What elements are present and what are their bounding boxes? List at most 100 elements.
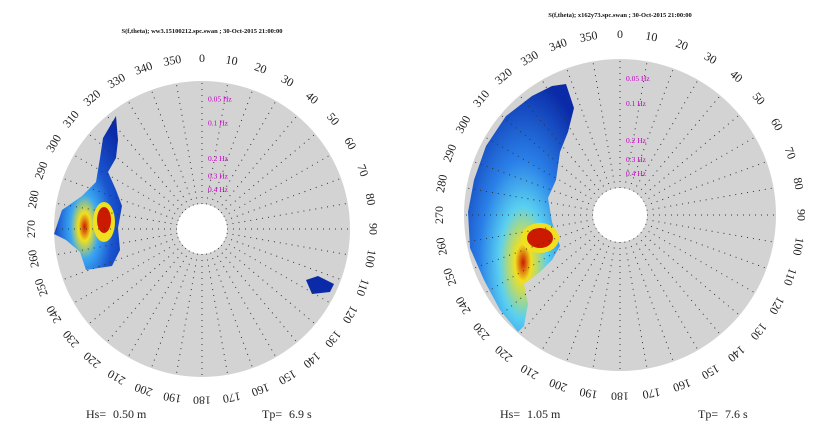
ring-label: 0.4 Hz — [626, 169, 647, 178]
grid-spoke — [175, 83, 199, 205]
angle-tick-label: 260 — [25, 249, 42, 269]
angle-tick-label: 80 — [363, 192, 379, 206]
grid-spoke — [127, 100, 190, 208]
angle-tick-label: 40 — [303, 89, 321, 107]
angle-tick-label: 210 — [518, 361, 541, 382]
angle-tick-label: 20 — [674, 36, 690, 53]
energy-region — [54, 116, 334, 294]
angle-tick-label: 230 — [60, 328, 82, 351]
angle-tick-label: 110 — [781, 266, 800, 287]
grid-spoke — [217, 115, 298, 211]
angle-tick-label: 160 — [671, 376, 693, 395]
angle-tick-label: 50 — [750, 89, 768, 107]
spectrum-panel-right: S(f,theta); x162y73.spc.swan ; 30-Oct-20… — [432, 12, 809, 421]
ring-label: 0.3 Hz — [626, 155, 647, 164]
angle-tick-label: 250 — [440, 266, 459, 288]
angle-tick-label: 240 — [452, 294, 473, 317]
angle-tick-label: 250 — [31, 277, 50, 299]
angle-tick-label: 20 — [253, 59, 269, 76]
grid-spoke — [214, 250, 277, 358]
angle-tick-label: 260 — [433, 236, 450, 256]
grid-spoke — [223, 154, 331, 217]
angle-tick-label: 70 — [354, 162, 371, 178]
ring-label: 0.05 Hz — [626, 74, 650, 83]
grid-spoke — [150, 252, 194, 369]
angle-tick-label: 160 — [250, 380, 272, 399]
spectrum-panel-left: S(f,theta); ww3.15100212.spc.swan ; 30-O… — [24, 28, 381, 421]
angle-tick-label: 280 — [25, 189, 42, 209]
energy-peak — [97, 207, 111, 233]
angle-tick-label: 140 — [301, 349, 324, 371]
angle-tick-label: 50 — [324, 110, 342, 128]
angle-tick-label: 110 — [353, 277, 372, 298]
angle-tick-label: 310 — [60, 108, 82, 131]
angle-tick-label: 170 — [641, 385, 661, 402]
angle-tick-label: 150 — [699, 361, 722, 382]
angle-tick-label: 340 — [547, 35, 569, 54]
angle-tick-label: 30 — [702, 49, 719, 67]
energy-lobe — [468, 84, 574, 332]
angle-tick-label: 30 — [279, 72, 296, 90]
angle-tick-label: 320 — [492, 65, 515, 87]
ring-label: 0.05 Hz — [208, 95, 232, 104]
angle-tick-label: 150 — [276, 367, 299, 388]
angle-tick-label: 340 — [133, 58, 155, 77]
angle-tick-label: 170 — [222, 389, 242, 406]
angle-tick-label: 10 — [225, 52, 239, 68]
hs-label: Hs= — [500, 407, 520, 421]
angle-tick-label: 240 — [43, 303, 64, 326]
grid-spoke — [88, 244, 184, 325]
angle-tick-label: 220 — [81, 349, 104, 371]
angle-tick-label: 90 — [366, 223, 380, 235]
tp-value: 7.6 s — [725, 407, 748, 421]
angle-tick-label: 230 — [470, 320, 492, 343]
angle-tick-label: 270 — [24, 220, 38, 238]
grid-spoke — [73, 154, 181, 217]
chart-title: S(f,theta); ww3.15100212.spc.swan ; 30-O… — [121, 28, 282, 35]
angle-tick-label: 210 — [105, 367, 128, 388]
angle-tick-label: 200 — [133, 380, 155, 399]
ring-label: 0.1 Hz — [208, 118, 229, 127]
tp-label: Tp= — [262, 407, 282, 421]
grid-spoke — [205, 83, 229, 205]
angle-tick-label: 290 — [31, 160, 50, 182]
angle-tick-label: 60 — [341, 135, 359, 152]
angle-tick-label: 120 — [340, 303, 361, 326]
angle-tick-label: 140 — [725, 343, 748, 365]
grid-spoke — [73, 241, 181, 304]
grid-spoke — [62, 237, 179, 281]
grid-spoke — [220, 133, 316, 214]
grid-spoke — [88, 133, 184, 214]
ring-label: 0.2 Hz — [626, 136, 647, 145]
angle-tick-label: 100 — [362, 249, 379, 269]
angle-tick-label: 70 — [782, 145, 799, 161]
angle-tick-label: 270 — [432, 206, 446, 224]
ring-label: 0.3 Hz — [208, 172, 229, 181]
angle-tick-label: 300 — [43, 132, 64, 155]
angle-tick-label: 0 — [617, 27, 623, 41]
center-hole — [593, 188, 647, 242]
tp-value: 6.9 s — [289, 407, 312, 421]
grid-spoke — [214, 100, 277, 208]
angle-tick-label: 190 — [578, 385, 598, 402]
angle-tick-label: 350 — [162, 52, 182, 69]
angle-tick-label: 100 — [790, 236, 807, 256]
grid-spoke — [225, 177, 342, 221]
angle-tick-label: 320 — [81, 87, 104, 109]
grid-spoke — [225, 237, 342, 281]
angle-tick-label: 60 — [768, 116, 786, 133]
ring-labels: 0.05 Hz 0.1 Hz 0.2 Hz 0.3 Hz 0.4 Hz — [626, 74, 650, 178]
polar-grid — [54, 81, 350, 377]
energy-peak — [527, 228, 553, 248]
angle-tick-label: 130 — [322, 328, 344, 351]
angle-tick-label: 190 — [162, 389, 182, 406]
grid-spoke — [106, 247, 187, 343]
angle-tick-label: 120 — [766, 294, 787, 317]
angle-tick-label: 290 — [440, 142, 459, 164]
grid-spoke — [223, 241, 331, 304]
angle-tick-label: 220 — [492, 343, 515, 365]
chart-title: S(f,theta); x162y73.spc.swan ; 30-Oct-20… — [548, 12, 692, 19]
hs-label: Hs= — [86, 407, 106, 421]
